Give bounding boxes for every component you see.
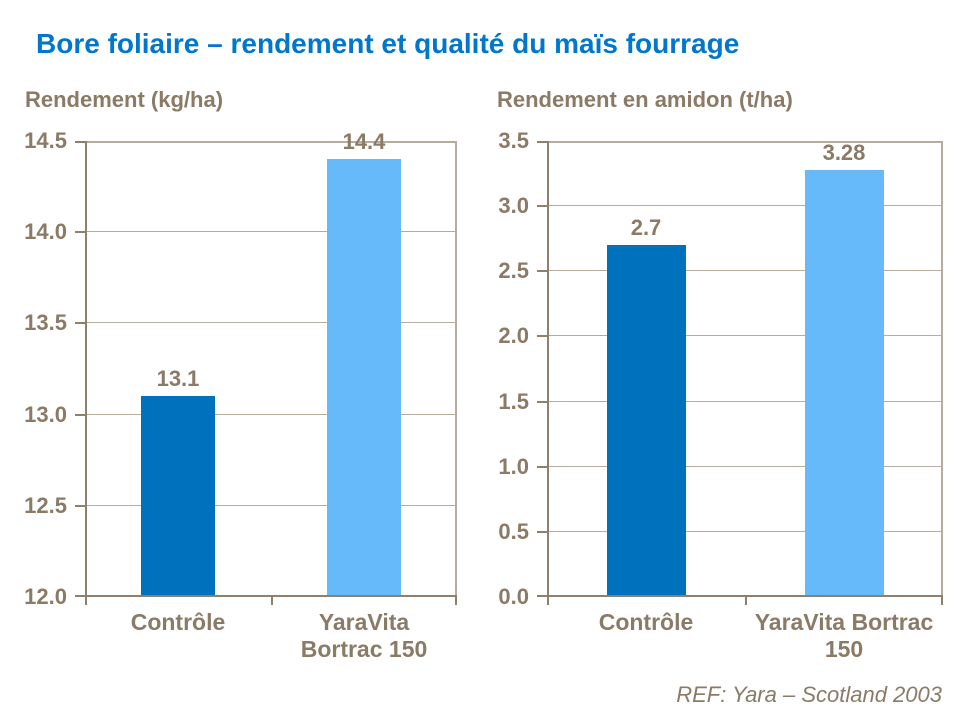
value-label: 3.28: [822, 140, 866, 165]
plot-border-right: [455, 141, 457, 597]
category-label-line: Contrôle: [130, 609, 226, 635]
y-axis-tick: [75, 141, 85, 143]
x-axis-tick: [547, 597, 549, 605]
y-tick-label: 12.5: [24, 493, 67, 518]
category-label-line: Bortrac 150: [300, 636, 428, 662]
reference-text: REF: Yara – Scotland 2003: [676, 682, 942, 707]
chart-rendement-plot: 14.5 14.0 13.5 13.0 12.5 12.0 13.1 Contrôle 14.4…: [24, 130, 457, 662]
category-label: Contrôle: [547, 609, 745, 636]
x-axis-line: [547, 595, 943, 597]
category-label: YaraVita Bortrac 150: [271, 609, 457, 663]
gridline: [87, 505, 457, 506]
y-axis-tick: [75, 231, 85, 233]
gridline: [549, 466, 943, 467]
y-tick-label: 2.5: [498, 258, 529, 283]
slide-title: Bore foliaire – rendement et qualité du …: [36, 28, 740, 59]
y-axis-tick: [537, 401, 547, 403]
plot-border-top: [545, 141, 943, 143]
chart-rendement-amidon-heading: Rendement en amidon (t/ha): [497, 87, 793, 112]
gridline: [87, 322, 457, 323]
x-axis-line: [85, 595, 457, 597]
chart-rendement: Rendement (kg/ha) 14.5 14.0 13.5 13.0 12.5 12…: [24, 87, 485, 707]
category-label-line: Contrôle: [598, 609, 694, 635]
category-label-line: 150: [824, 636, 864, 662]
y-axis-tick: [537, 141, 547, 143]
plot-border-top: [83, 141, 457, 143]
plot-border-right: [941, 141, 943, 597]
gridline: [87, 414, 457, 415]
y-axis-tick: [537, 595, 547, 597]
gridline: [549, 335, 943, 336]
y-tick-label: 1.5: [498, 389, 529, 414]
y-tick-label: 3.0: [498, 193, 529, 218]
y-tick-label: 0.5: [498, 519, 529, 544]
gridline: [87, 231, 457, 232]
y-tick-label: 3.5: [498, 128, 529, 153]
y-axis-tick: [537, 270, 547, 272]
gridline: [549, 401, 943, 402]
y-axis-tick: [537, 466, 547, 468]
y-axis-line: [547, 141, 549, 597]
y-axis-tick: [537, 531, 547, 533]
y-tick-label: 14.0: [24, 219, 67, 244]
y-axis-tick: [75, 595, 85, 597]
y-axis-line: [85, 141, 87, 597]
y-tick-label: 1.0: [498, 454, 529, 479]
category-label-line: YaraVita Bortrac: [754, 609, 934, 635]
category-label: Contrôle: [85, 609, 271, 636]
y-axis-tick: [537, 205, 547, 207]
gridline: [549, 205, 943, 206]
bar-yaravita-bortrac-150: [327, 159, 401, 595]
bar-contr-le: [607, 245, 686, 595]
chart-rendement-amidon: Rendement en amidon (t/ha) 3.5 3.0 2.5 2.0 1…: [497, 87, 957, 707]
y-axis-tick: [75, 322, 85, 324]
gridline: [549, 270, 943, 271]
value-label: 13.1: [156, 366, 200, 391]
category-label: YaraVita Bortrac 150: [745, 609, 943, 663]
bar-yaravita-bortrac-150: [805, 170, 884, 595]
y-tick-label: 2.0: [498, 323, 529, 348]
y-tick-label: 13.0: [24, 402, 67, 427]
y-tick-label: 13.5: [24, 310, 67, 335]
value-label: 14.4: [342, 129, 386, 154]
x-axis-tick: [745, 597, 747, 605]
x-axis-tick: [941, 597, 943, 605]
y-axis-tick: [537, 335, 547, 337]
gridline: [549, 531, 943, 532]
category-label-line: YaraVita: [318, 609, 410, 635]
y-tick-label: 14.5: [24, 128, 67, 153]
x-axis-tick: [455, 597, 457, 605]
value-label: 2.7: [630, 215, 662, 240]
chart-rendement-heading: Rendement (kg/ha): [25, 87, 224, 112]
x-axis-tick: [271, 597, 273, 605]
y-axis-tick: [75, 414, 85, 416]
y-tick-label: 0.0: [498, 584, 529, 609]
y-tick-label: 12.0: [24, 584, 67, 609]
y-axis-tick: [75, 505, 85, 507]
x-axis-tick: [85, 597, 87, 605]
bar-contr-le: [141, 396, 215, 595]
chart-rendement-amidon-plot: 3.5 3.0 2.5 2.0 1.5 1.0 0.5 0.0 2.7 Contrôle 3.28 Y…: [498, 130, 943, 662]
